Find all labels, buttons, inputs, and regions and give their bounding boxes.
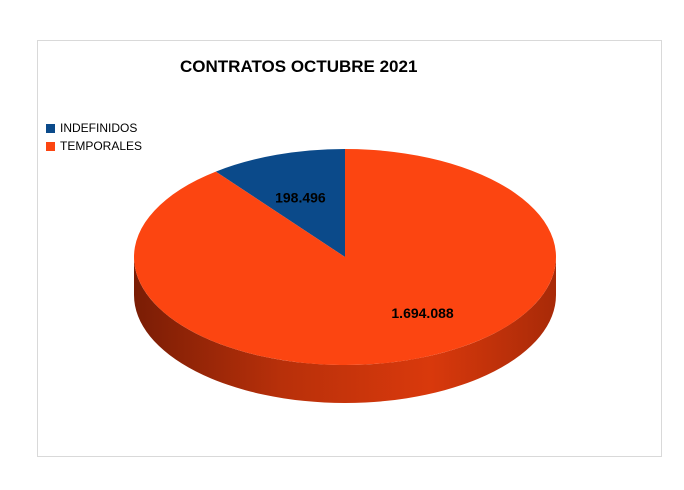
- pie-sides: [134, 257, 556, 403]
- pie-tops: [134, 149, 556, 365]
- legend-swatch-temporales: [46, 141, 55, 151]
- pie-slice-indefinidos: [215, 149, 345, 257]
- pie-slice-temporales: [134, 149, 556, 365]
- legend-item-indefinidos: INDEFINIDOS: [46, 119, 142, 137]
- chart-title: CONTRATOS OCTUBRE 2021: [180, 57, 418, 76]
- data-label-temporales: 1.694.088: [391, 305, 453, 321]
- legend-label-indefinidos: INDEFINIDOS: [60, 121, 138, 135]
- legend-swatch-indefinidos: [46, 123, 55, 133]
- data-label-indefinidos: 198.496: [275, 190, 326, 206]
- legend-label-temporales: TEMPORALES: [60, 139, 143, 153]
- legend-item-temporales: TEMPORALES: [46, 137, 142, 155]
- pie-side-temporales: [134, 257, 556, 403]
- legend: INDEFINIDOS TEMPORALES: [46, 119, 142, 155]
